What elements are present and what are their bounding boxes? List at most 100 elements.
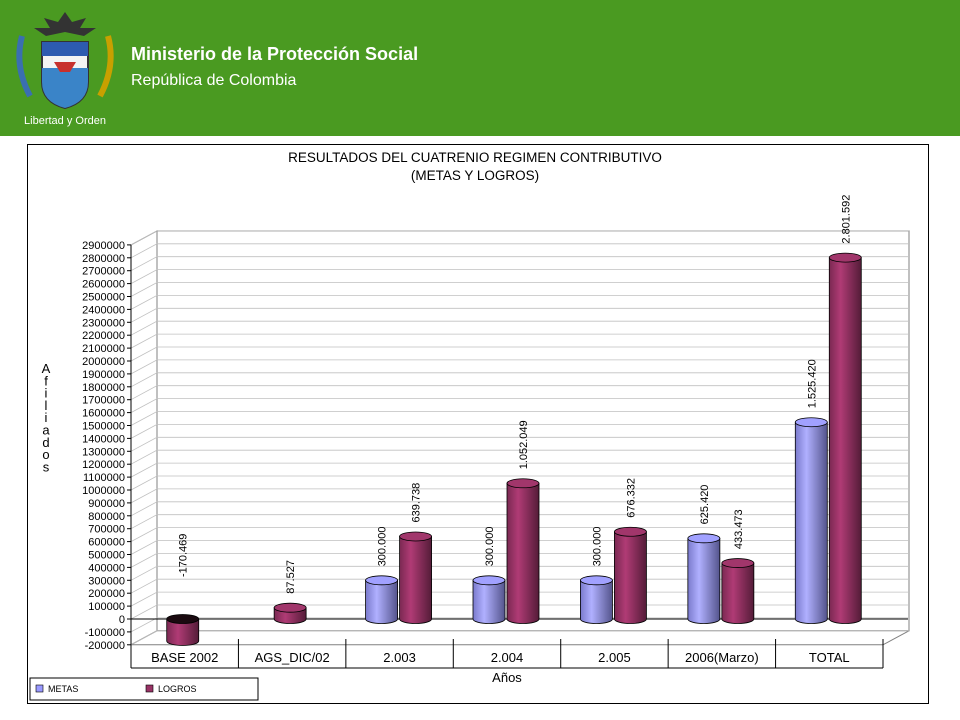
gridline [130,256,909,272]
bar-metas-body [794,421,828,624]
bar-chart: RESULTADOS DEL CUATRENIO REGIMEN CONTRIB… [29,150,910,701]
y-tick-label: 2100000 [82,343,125,355]
y-tick-label: 2700000 [82,266,125,278]
bar-metas-value-label: 300.000 [484,527,496,567]
gridline [130,552,909,568]
y-tick-label: 1300000 [82,446,125,458]
y-axis-title-letter: l [45,398,48,413]
bar-logros-body [166,618,200,646]
x-tick-label: BASE 2002 [151,650,218,665]
y-tick-label: 2400000 [82,304,125,316]
legend-swatch [145,684,154,693]
y-tick-label: 600000 [88,537,125,549]
y-tick-label: 2300000 [82,317,125,329]
y-axis-title-letter: i [45,386,48,401]
bar-logros: -170.469 [166,534,200,646]
bar-logros-value-label: 1.052.049 [518,420,530,469]
y-tick-label: 700000 [88,524,125,536]
y-axis-title-letter: d [42,435,49,450]
legend: METAS LOGROS [29,677,259,701]
bar-logros: 676.332 [614,478,647,624]
bar-metas-body [472,579,506,624]
y-axis-title-letter: o [42,447,49,462]
bar-metas-top [365,575,398,586]
republic-subtitle: República de Colombia [131,72,297,89]
bar-metas-value-label: 300.000 [377,527,389,567]
x-tick-label: 2.003 [383,650,416,665]
bar-metas: 300.000 [580,527,613,624]
gridline [130,333,909,349]
gridline [130,527,909,542]
bar-metas-body [580,579,613,624]
y-tick-label: 400000 [88,562,125,574]
y-axis-title-letter: f [44,373,48,388]
y-tick-label: 1600000 [82,408,125,420]
coat-of-arms-icon: Libertad y Orden [16,12,114,127]
legend-swatch [35,684,44,693]
y-tick-label: 1200000 [82,459,125,471]
bar-logros-value-label: 639.738 [411,483,423,523]
gridline [130,488,909,504]
y-tick-label: 500000 [88,550,125,562]
y-tick-label: 0 [119,614,125,626]
x-tick-label: 2006(Marzo) [685,650,759,665]
x-tick-label: TOTAL [809,650,850,665]
bar-metas-value-label: 625.420 [699,485,711,525]
bar-logros-value-label: 676.332 [625,478,637,518]
bar-logros-value-label: 2.801.592 [840,195,852,244]
bar-metas-top [472,575,506,586]
x-tick-label: 2.004 [491,650,524,665]
y-axis-title-letter: s [43,459,50,474]
bar-metas-value-label: 300.000 [591,527,603,567]
legend-label: METAS [48,684,78,694]
bar-logros-value-label: -170.469 [178,534,190,577]
y-tick-label: 300000 [88,575,125,587]
bar-logros-top [273,602,307,613]
gridline [130,630,909,646]
bar-logros-value-label: 433.473 [733,509,745,549]
legend-label: LOGROS [158,684,197,694]
bar-logros: 1.052.049 [506,420,540,624]
gridline [130,243,909,259]
y-axis-title-letter: A [42,361,51,376]
gridline [130,604,909,620]
chart-title-line2: (METAS Y LOGROS) [411,168,539,183]
y-tick-label: 200000 [88,588,125,600]
y-tick-label: -200000 [85,640,125,652]
gridline [130,294,909,310]
y-tick-label: 2800000 [82,253,125,265]
bar-logros-top [721,558,755,568]
y-tick-label: 2500000 [82,292,125,304]
gridline [130,475,909,491]
gridline [130,269,909,284]
bar-metas-value-label: 1.525.420 [806,359,818,408]
gridline [130,411,909,426]
gridline [130,385,909,401]
bar-logros-top [828,252,862,263]
gridline [130,462,909,478]
bar-logros-top [166,614,200,624]
gridline [130,230,909,246]
bar-logros-body [506,482,540,624]
side-wall [130,230,158,646]
gridline [130,501,909,517]
y-axis-title-letter: i [45,410,48,425]
bar-metas-top [687,533,721,544]
bar-logros-value-label: 87.527 [285,560,297,594]
x-axis: BASE 2002 AGS_DIC/02 2.003 2.004 2.005 2006(M… [130,639,884,669]
y-tick-label: 1400000 [82,433,125,445]
bar-logros-body [399,536,432,624]
y-tick-label: 1800000 [82,382,125,394]
bar-logros: 639.738 [399,483,432,624]
bar-metas-body [687,537,721,624]
gridline [130,436,909,452]
floor [130,630,910,646]
bar-metas-top [580,575,613,586]
x-tick-label: AGS_DIC/02 [255,650,330,665]
bar-logros: 433.473 [721,509,755,624]
bar-logros-top [399,531,432,542]
bar-metas-top [794,417,828,428]
y-tick-label: 1700000 [82,395,125,407]
y-tick-label: 1000000 [82,485,125,497]
